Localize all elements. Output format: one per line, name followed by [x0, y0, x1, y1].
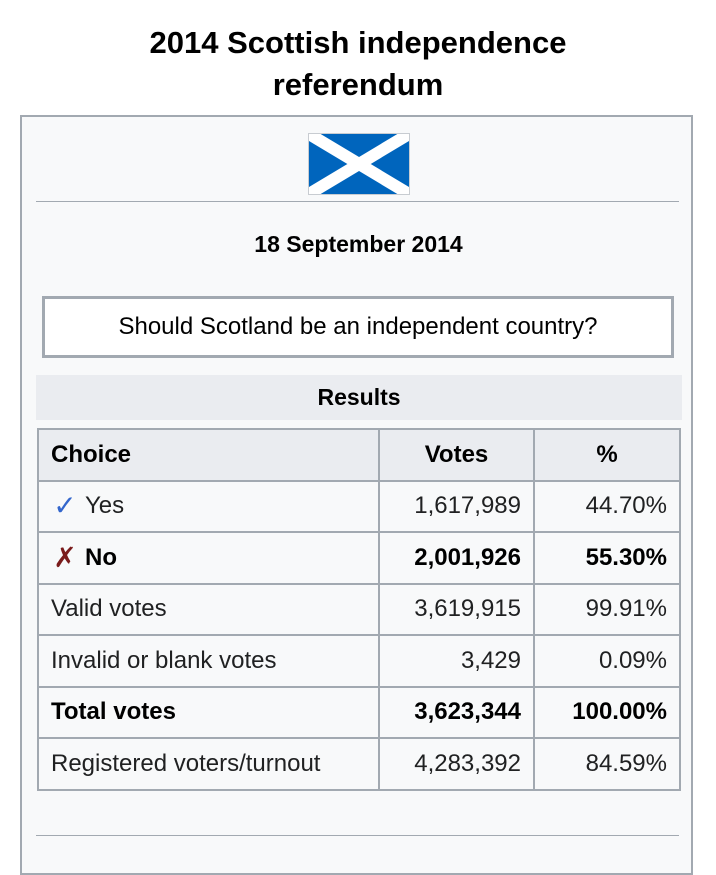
table-row: Invalid or blank votes 3,429 0.09% [37, 634, 681, 688]
votes-cell: 4,283,392 [378, 737, 535, 791]
table-row: Total votes 3,623,344 100.00% [37, 685, 681, 739]
page-title: 2014 Scottish independence referendum [0, 22, 716, 106]
percent-cell: 44.70% [533, 479, 681, 533]
table-row: ✓ Yes 1,617,989 44.70% [37, 479, 681, 533]
choice-cell: ✓ Yes [37, 479, 380, 533]
percent-cell: 99.91% [533, 582, 681, 636]
percent-cell: 55.30% [533, 531, 681, 585]
percent-cell: 100.00% [533, 685, 681, 739]
divider [36, 201, 679, 202]
choice-cell: ✗ No [37, 531, 380, 585]
choice-label: No [85, 543, 117, 571]
page-title-line-2: referendum [272, 67, 444, 102]
choice-cell: Invalid or blank votes [37, 634, 380, 688]
page-title-line-1: 2014 Scottish independence [149, 25, 567, 60]
divider [36, 835, 679, 836]
votes-cell: 1,617,989 [378, 479, 535, 533]
table-row: ✗ No 2,001,926 55.30% [37, 531, 681, 585]
table-row: Registered voters/turnout 4,283,392 84.5… [37, 737, 681, 791]
table-header-row: Choice Votes % [37, 428, 681, 482]
votes-cell: 2,001,926 [378, 531, 535, 585]
scotland-flag-icon[interactable] [308, 133, 410, 195]
choice-label: Yes [85, 492, 125, 520]
votes-cell: 3,619,915 [378, 582, 535, 636]
table-row: Valid votes 3,619,915 99.91% [37, 582, 681, 636]
header-votes: Votes [378, 428, 535, 482]
header-choice: Choice [37, 428, 380, 482]
results-header: Results [36, 375, 682, 420]
votes-cell: 3,623,344 [378, 685, 535, 739]
choice-cell: Registered voters/turnout [37, 737, 380, 791]
referendum-date: 18 September 2014 [254, 231, 463, 257]
flag-image [309, 134, 409, 194]
choice-cell: Valid votes [37, 582, 380, 636]
results-table: Choice Votes % ✓ Yes 1,617,989 44.70% ✗ No… [37, 428, 681, 791]
votes-cell: 3,429 [378, 634, 535, 688]
checkmark-icon: ✓ [53, 490, 77, 522]
percent-cell: 0.09% [533, 634, 681, 688]
cross-icon: ✗ [53, 541, 77, 573]
choice-cell: Total votes [37, 685, 380, 739]
header-percent: % [533, 428, 681, 482]
referendum-question: Should Scotland be an independent countr… [42, 296, 674, 358]
infobox: 18 September 2014 Should Scotland be an … [20, 115, 693, 875]
percent-cell: 84.59% [533, 737, 681, 791]
